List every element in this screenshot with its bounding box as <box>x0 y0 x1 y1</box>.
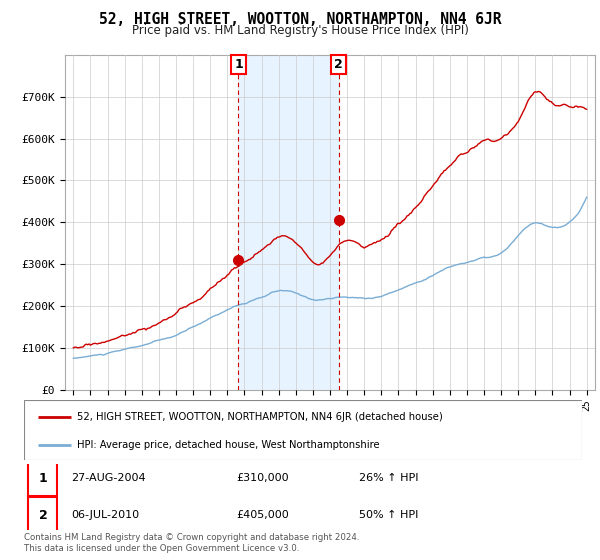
Text: 26% ↑ HPI: 26% ↑ HPI <box>359 473 418 483</box>
Bar <box>28 460 58 496</box>
Text: 1: 1 <box>234 58 243 71</box>
Text: £310,000: £310,000 <box>236 473 289 483</box>
Text: Contains HM Land Registry data © Crown copyright and database right 2024.
This d: Contains HM Land Registry data © Crown c… <box>24 533 359 553</box>
Text: 52, HIGH STREET, WOOTTON, NORTHAMPTON, NN4 6JR (detached house): 52, HIGH STREET, WOOTTON, NORTHAMPTON, N… <box>77 412 443 422</box>
Text: £405,000: £405,000 <box>236 510 289 520</box>
Text: 50% ↑ HPI: 50% ↑ HPI <box>359 510 418 520</box>
Bar <box>238 55 338 390</box>
Text: Price paid vs. HM Land Registry's House Price Index (HPI): Price paid vs. HM Land Registry's House … <box>131 24 469 36</box>
Text: HPI: Average price, detached house, West Northamptonshire: HPI: Average price, detached house, West… <box>77 440 380 450</box>
Bar <box>28 497 58 533</box>
Text: 52, HIGH STREET, WOOTTON, NORTHAMPTON, NN4 6JR: 52, HIGH STREET, WOOTTON, NORTHAMPTON, N… <box>99 12 501 27</box>
Text: 06-JUL-2010: 06-JUL-2010 <box>71 510 140 520</box>
Text: 27-AUG-2004: 27-AUG-2004 <box>71 473 146 483</box>
Text: 2: 2 <box>38 508 47 522</box>
Text: 1: 1 <box>38 472 47 485</box>
Text: 2: 2 <box>334 58 343 71</box>
